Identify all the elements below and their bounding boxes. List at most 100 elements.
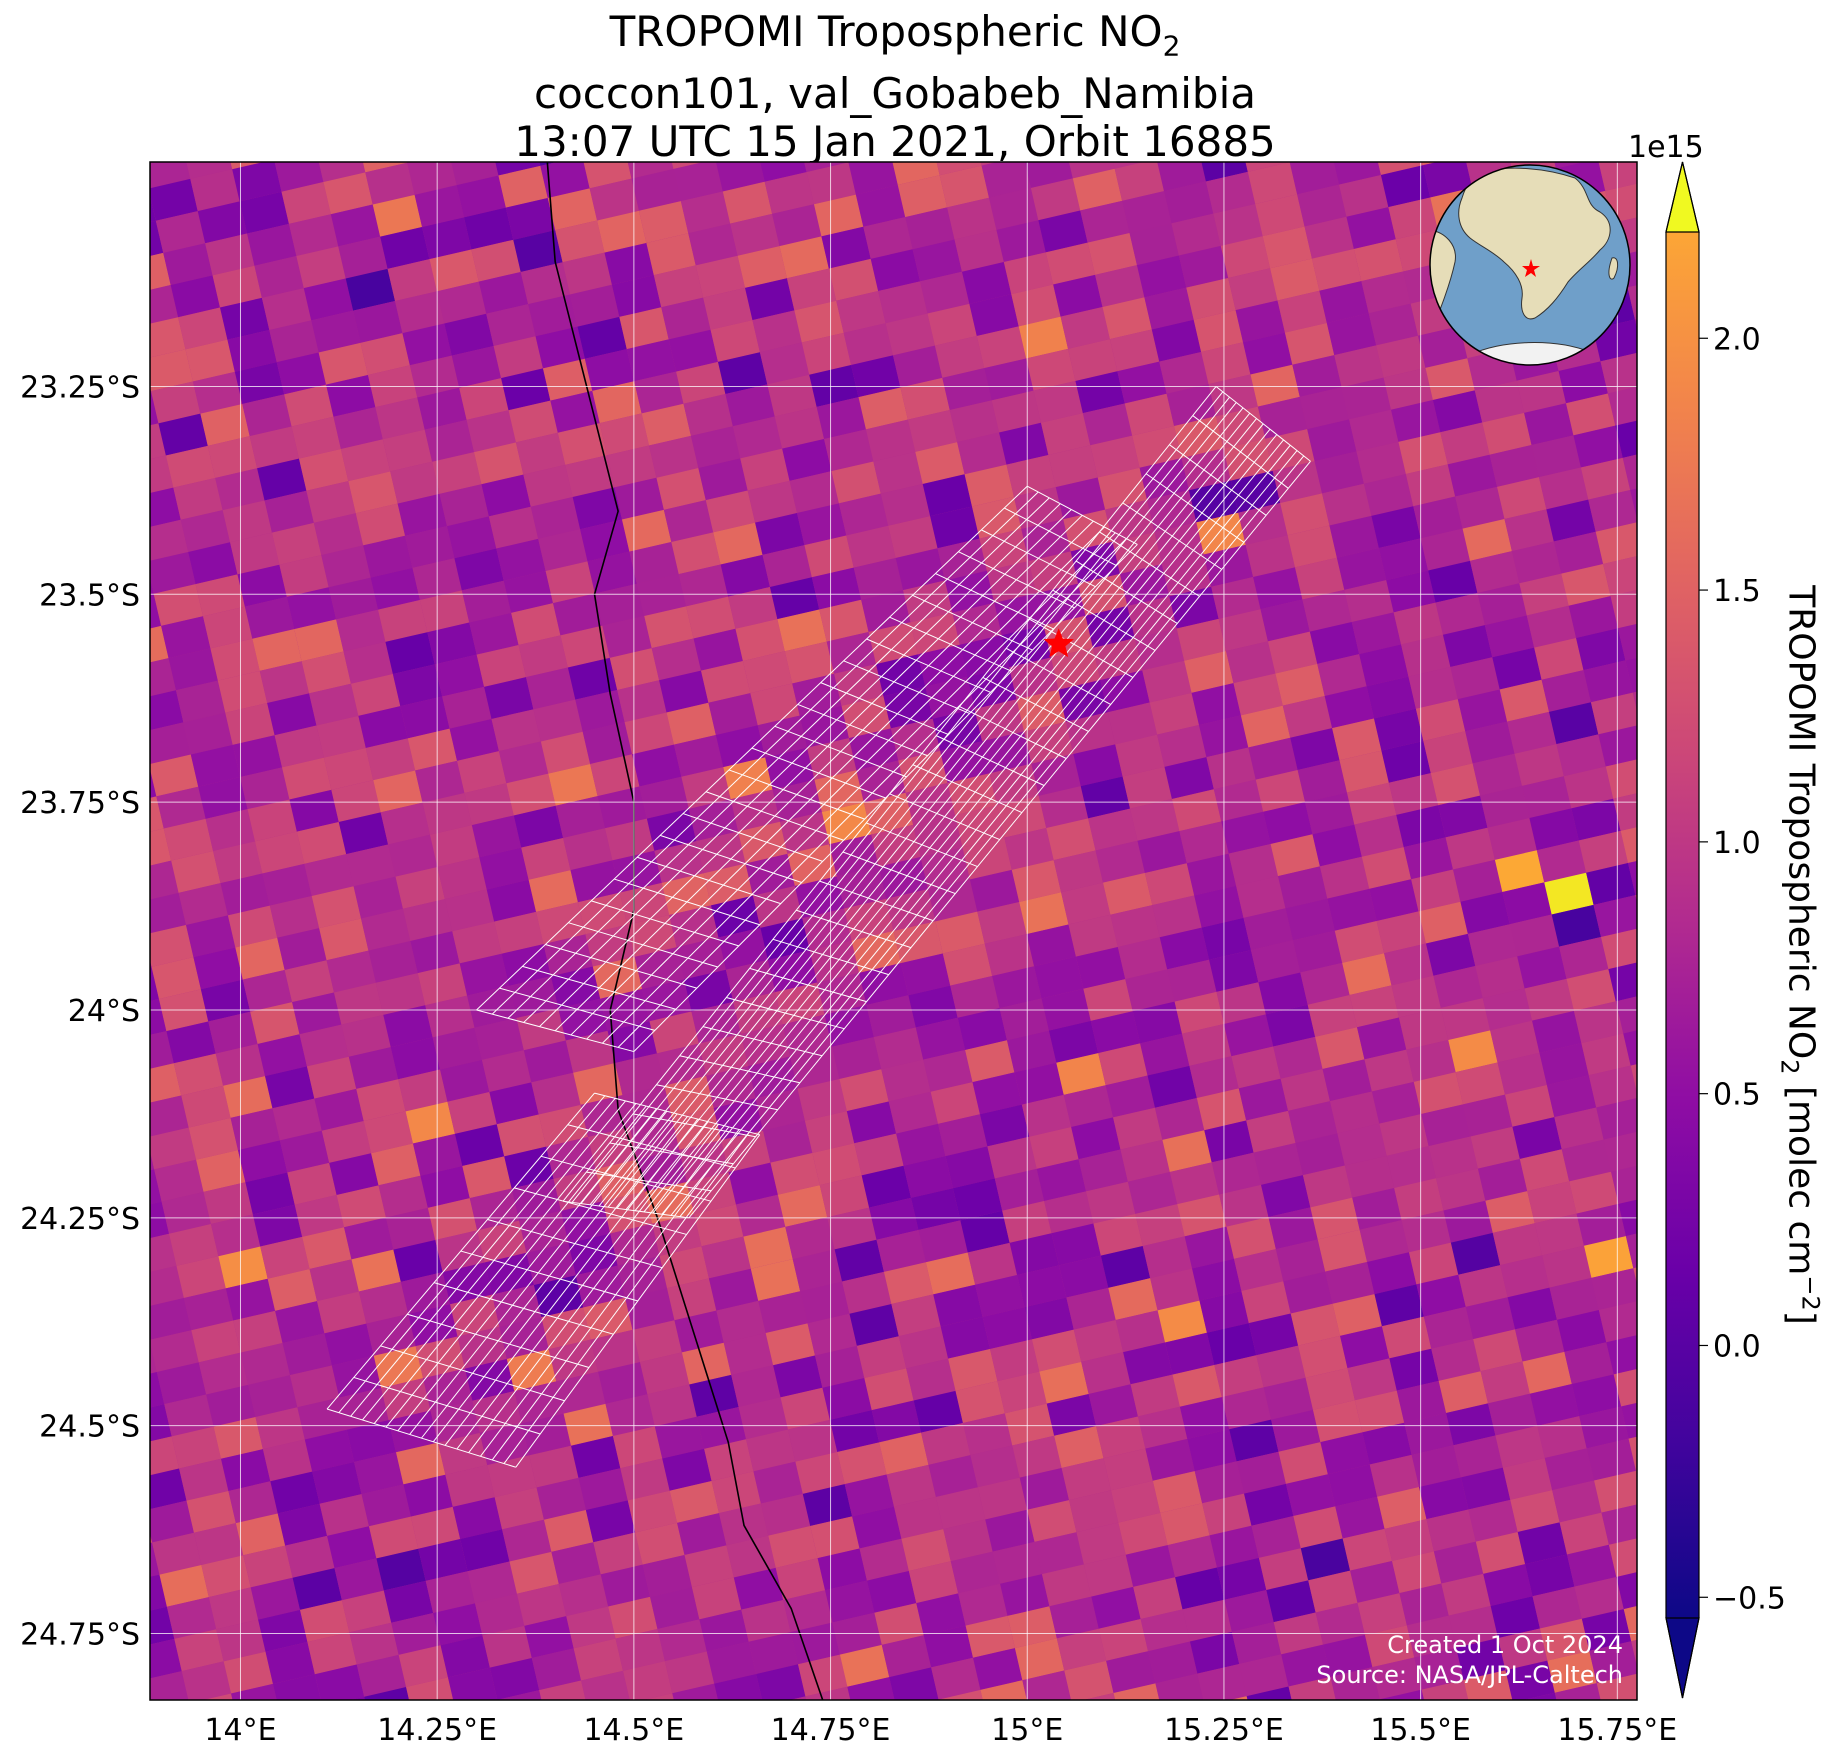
no2-pixel	[1235, 300, 1285, 343]
no2-pixel	[346, 1420, 397, 1462]
footprint-line	[1005, 647, 1111, 705]
no2-pixel	[281, 182, 331, 224]
no2-pixel	[402, 899, 453, 941]
no2-pixel	[463, 207, 514, 250]
no2-pixel	[543, 1510, 594, 1552]
no2-pixel	[225, 703, 275, 745]
footprint-swath	[326, 1092, 761, 1468]
no2-pixel	[961, 262, 1012, 304]
no2-pixel	[1285, 898, 1335, 941]
no2-pixel	[540, 731, 591, 774]
no2-pixel	[234, 362, 285, 404]
no2-pixel	[339, 1387, 389, 1430]
no2-pixel	[150, 1265, 184, 1306]
no2-pixel	[525, 92, 574, 134]
no2-pixel	[750, 108, 799, 150]
no2-pixel	[636, 574, 687, 616]
no2-pixel	[543, 934, 593, 977]
no2-pixel	[977, 901, 1027, 944]
lat-tick-label: 24.25°S	[20, 1202, 140, 1237]
no2-pixel	[1049, 1596, 1099, 1639]
no2-pixel	[898, 750, 948, 793]
no2-pixel	[1537, 1416, 1587, 1459]
no2-pixel	[1448, 1605, 1499, 1648]
no2-pixel	[327, 1526, 377, 1569]
no2-pixel	[891, 1294, 941, 1337]
footprint-line	[958, 551, 1075, 609]
no2-pixel	[847, 1677, 895, 1700]
no2-pixel	[1247, 162, 1298, 204]
no2-pixel	[95, 903, 144, 945]
footprint-line	[912, 764, 1023, 813]
no2-pixel	[555, 220, 605, 263]
no2-pixel	[1075, 946, 1126, 989]
no2-pixel	[1632, 691, 1637, 711]
no2-pixel	[252, 1204, 303, 1247]
no2-pixel	[1605, 759, 1637, 799]
no2-pixel	[1532, 1010, 1582, 1053]
no2-pixel	[562, 252, 612, 295]
no2-pixel	[90, 497, 139, 539]
no2-pixel	[904, 1732, 953, 1750]
no2-pixel	[1283, 1271, 1333, 1314]
no2-pixel	[1450, 82, 1499, 124]
no2-pixel	[1038, 786, 1089, 828]
no2-pixel	[931, 1657, 981, 1700]
no2-pixel	[859, 1538, 909, 1581]
no2-pixel	[599, 413, 650, 456]
no2-pixel	[565, 455, 615, 498]
no2-pixel	[150, 690, 184, 731]
no2-pixel	[822, 1378, 872, 1420]
no2-pixel	[178, 307, 228, 350]
no2-pixel	[1329, 1091, 1380, 1134]
no2-pixel	[794, 876, 845, 919]
no2-pixel	[921, 1422, 971, 1465]
no2-pixel	[558, 1574, 609, 1617]
no2-pixel	[99, 156, 148, 198]
no2-pixel	[496, 1114, 547, 1157]
no2-pixel	[1517, 946, 1567, 989]
no2-pixel	[150, 1095, 189, 1137]
no2-pixel	[812, 1143, 862, 1186]
no2-pixel	[151, 957, 201, 999]
no2-pixel	[1625, 1233, 1637, 1269]
no2-pixel	[1574, 1576, 1624, 1619]
footprint-line	[522, 965, 676, 1010]
no2-pixel	[154, 1159, 204, 1202]
no2-pixel	[242, 969, 293, 1012]
no2-pixel	[1564, 1342, 1614, 1385]
no2-pixel	[1177, 1194, 1227, 1237]
no2-pixel	[955, 1381, 1005, 1423]
no2-pixel	[797, 1078, 847, 1121]
no2-pixel	[1055, 477, 1106, 520]
footprint-line	[1192, 415, 1289, 489]
no2-pixel	[176, 1256, 226, 1299]
no2-pixel	[469, 612, 519, 655]
footprint-line	[353, 1376, 541, 1435]
no2-pixel	[1245, 535, 1295, 578]
no2-pixel	[257, 458, 307, 501]
footprint-line	[797, 703, 928, 757]
no2-pixel	[1581, 1033, 1631, 1076]
no2-pixel	[1171, 789, 1222, 832]
no2-pixel	[1108, 1278, 1158, 1320]
no2-pixel	[720, 554, 770, 597]
no2-pixel	[1349, 409, 1399, 452]
no2-pixel	[635, 1522, 685, 1565]
no2-pixel	[88, 1446, 137, 1488]
no2-pixel	[321, 545, 371, 588]
no2-pixel	[235, 937, 285, 980]
no2-pixel	[900, 953, 951, 996]
no2-pixel	[471, 239, 521, 282]
no2-pixel	[992, 1541, 1042, 1584]
no2-pixel	[79, 263, 128, 305]
footprint-line	[632, 1113, 756, 1138]
no2-pixel	[854, 1133, 904, 1176]
no2-pixel	[1532, 1586, 1582, 1629]
no2-pixel	[1354, 814, 1404, 857]
no2-pixel	[72, 230, 121, 272]
no2-pixel	[908, 985, 958, 1028]
no2-pixel	[866, 995, 916, 1038]
no2-pixel	[1006, 454, 1056, 497]
no2-pixel	[1201, 917, 1251, 960]
